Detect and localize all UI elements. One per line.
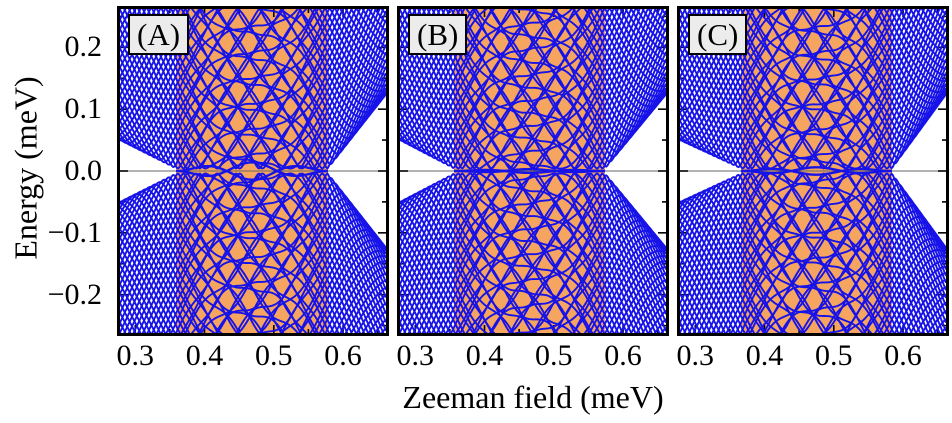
spectrum-canvas-a	[120, 9, 386, 333]
x-tick-label: 0.6	[884, 339, 922, 372]
panel-b: (B)	[397, 6, 669, 336]
panel-label-b: (B)	[408, 14, 468, 55]
panel-label-a: (A)	[128, 14, 190, 55]
x-tick-label: 0.3	[116, 339, 154, 372]
panels-row: (A) (B) (C)	[117, 6, 949, 336]
spectrum-canvas-b	[400, 9, 666, 333]
y-tick-label: 0.0	[64, 154, 103, 187]
spectrum-canvas-c	[680, 9, 946, 333]
y-tick-label: −0.1	[47, 215, 102, 249]
x-tick-label: 0.4	[465, 339, 504, 372]
panel-label-c: (C)	[688, 14, 748, 55]
panel-c: (C)	[677, 6, 949, 336]
panel-a: (A)	[117, 6, 389, 336]
x-tick-label: 0.4	[185, 339, 224, 372]
x-tick-label: 0.5	[535, 339, 573, 372]
x-tick-label: 0.3	[396, 339, 434, 372]
y-tick-label: −0.2	[47, 277, 102, 311]
y-tick-label: 0.2	[64, 30, 103, 64]
x-tick-label: 0.6	[604, 339, 642, 372]
x-tick-label: 0.5	[255, 339, 293, 372]
x-tick-label: 0.6	[324, 339, 362, 372]
y-axis-tick-labels: 0.2 0.1 0.0 −0.1 −0.2	[0, 0, 112, 340]
x-tick-label: 0.3	[676, 339, 714, 372]
y-tick-label: 0.1	[64, 92, 103, 126]
x-tick-label: 0.5	[815, 339, 853, 372]
x-tick-label: 0.4	[745, 339, 784, 372]
x-axis-title: Zeeman field (meV)	[402, 379, 664, 415]
